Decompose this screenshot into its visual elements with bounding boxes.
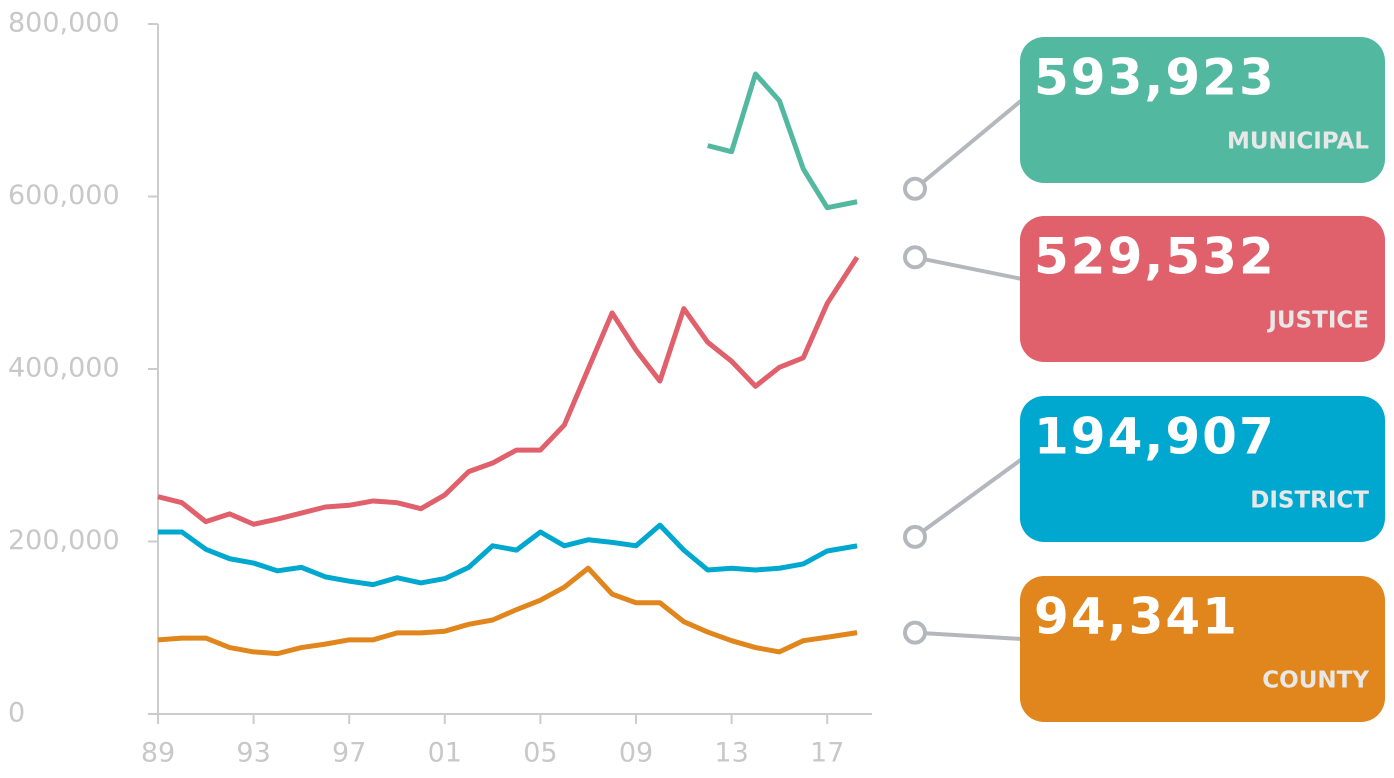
- callout-box: [1020, 396, 1385, 542]
- callout-name: COUNTY: [1262, 668, 1369, 694]
- x-tick-label: 17: [810, 738, 844, 769]
- line-series: [707, 71, 858, 211]
- y-tick-label: 0: [8, 698, 25, 729]
- x-tick-label: 93: [236, 738, 270, 769]
- connector: [914, 630, 1023, 641]
- x-tick-label: 05: [523, 738, 557, 769]
- callout-name: MUNICIPAL: [1227, 129, 1369, 155]
- connector: [914, 255, 1023, 281]
- callout-value: 94,341: [1034, 588, 1239, 646]
- line-series: [157, 565, 858, 657]
- line-series: [158, 522, 858, 588]
- connector-dot: [903, 176, 927, 201]
- connector-dot: [903, 245, 927, 270]
- x-tick-label: 89: [141, 738, 175, 769]
- callout-value: 593,923: [1034, 49, 1276, 107]
- callout-value: 194,907: [1034, 408, 1276, 466]
- connector-dot: [903, 524, 927, 549]
- x-tick-label: 13: [714, 738, 748, 769]
- y-tick-label: 200,000: [8, 525, 120, 556]
- x-tick-label: 09: [619, 738, 653, 769]
- connector: [913, 98, 1024, 191]
- x-tick-label: 97: [332, 738, 366, 769]
- y-tick-label: 800,000: [8, 8, 120, 39]
- callout-name: DISTRICT: [1250, 488, 1369, 514]
- callout-box: [1020, 576, 1385, 722]
- callout-box: [1020, 37, 1385, 183]
- y-tick-label: 400,000: [8, 353, 120, 384]
- callout-name: JUSTICE: [1266, 308, 1369, 334]
- callout-box: [1020, 216, 1385, 362]
- connector-dot: [903, 620, 927, 645]
- line-series: [157, 255, 860, 527]
- callout-value: 529,532: [1034, 228, 1276, 286]
- connector: [913, 457, 1024, 539]
- y-tick-label: 600,000: [8, 180, 120, 211]
- x-tick-label: 01: [428, 738, 462, 769]
